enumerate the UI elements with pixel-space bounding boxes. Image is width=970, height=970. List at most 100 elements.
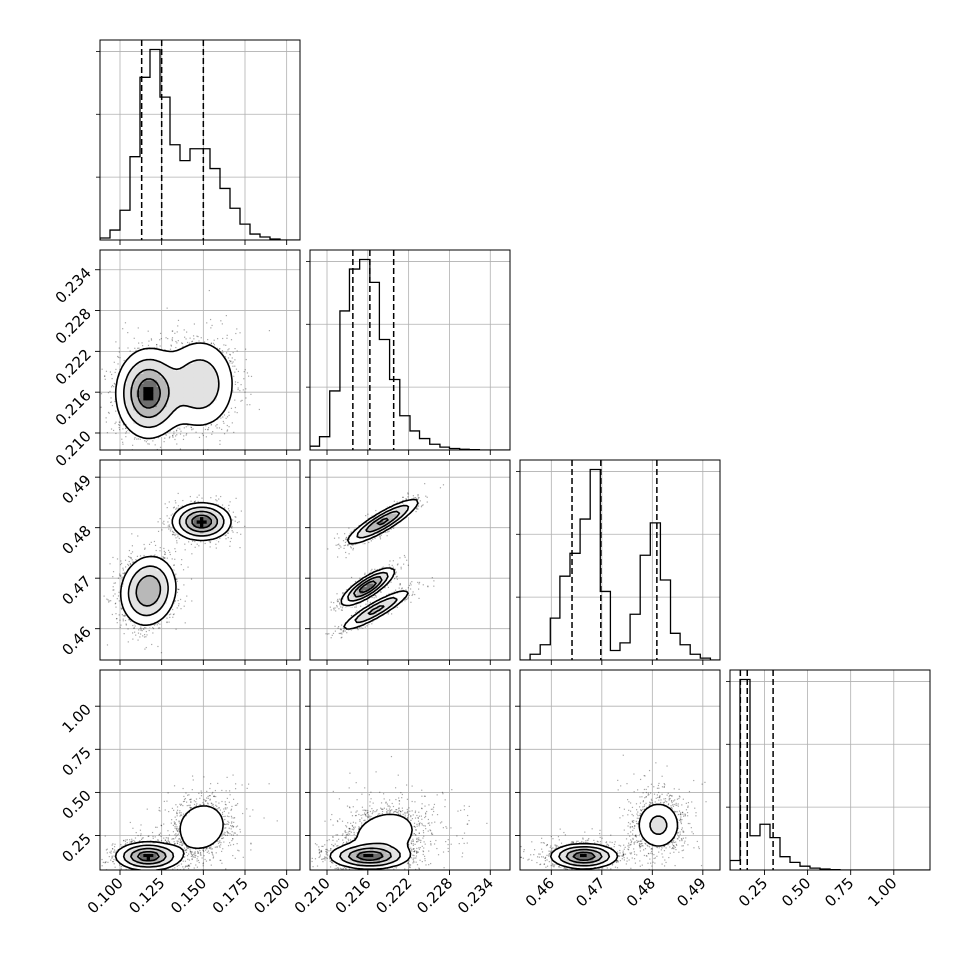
density-cell [160,426,164,431]
density-cell [153,410,158,414]
density-cell [143,360,148,364]
sample-point [115,368,117,371]
density-cell [150,380,154,384]
sample-point [168,525,171,527]
density-cell [220,390,224,394]
density-cell [216,406,221,411]
density-cell [160,416,164,421]
sample-point [115,432,117,435]
density-cell [153,366,158,371]
sample-point [124,614,126,617]
density-cell [173,376,178,381]
density-cell [150,350,154,354]
sample-point [173,564,175,566]
sample-point [228,348,230,350]
sample-point [169,530,172,532]
sample-point [193,323,195,325]
density-cell [180,366,184,371]
sample-point [113,386,115,388]
density-cell [176,393,181,398]
density-cell [143,423,148,428]
density-cell [120,413,124,418]
density-cell [200,350,204,354]
density-cell [180,350,184,354]
density-cell [220,360,224,364]
density-cell [203,370,208,374]
sample-point [147,443,149,445]
density-cell [220,393,224,398]
density-cell [193,410,198,414]
density-cell [163,373,168,378]
sample-point [181,342,184,345]
sample-point [105,417,107,419]
sample-point [135,349,137,352]
density-cell [150,420,154,424]
sample-point [120,607,122,609]
sample-point [241,399,243,402]
sample-point [181,456,182,457]
sample-point [172,533,174,536]
density-cell [140,416,144,421]
sample-point [232,390,234,392]
sample-point [150,338,153,340]
density-cell [140,360,144,364]
density-cell [150,370,154,374]
sample-point [173,533,175,536]
density-cell [143,386,148,391]
density-cell [116,376,121,381]
sample-point [202,434,204,437]
density-cell [193,393,198,398]
sample-point [222,337,224,340]
density-cell [196,350,201,354]
density-cell [210,413,214,418]
density-cell [196,373,201,378]
density-cell [173,386,178,391]
density-cell [163,413,168,418]
sample-point [230,407,233,409]
sample-point [237,388,239,391]
density-cell [136,406,141,411]
sample-point [222,416,224,418]
sample-point [168,621,170,623]
density-cell [166,353,171,358]
sample-point [113,361,115,363]
density-cell [206,400,211,404]
density-cell [200,343,204,348]
sample-point [164,553,166,555]
density-cell [143,400,148,404]
sample-point [177,340,179,342]
sample-point [201,433,204,435]
density-cell [140,396,144,401]
sample-point [132,624,134,627]
density-cell [170,370,174,374]
density-cell [193,400,198,404]
sample-point [111,404,114,407]
density-cell [180,370,184,374]
density-cell [140,426,144,431]
sample-point [227,357,230,359]
density-cell [186,393,191,398]
sample-point [119,368,121,371]
sample-point [159,518,161,520]
density-cell [163,350,168,354]
density-cell [170,406,174,411]
density-cell [173,360,178,364]
density-cell [123,363,128,368]
sample-point [224,356,227,358]
density-cell [170,420,174,424]
density-cell [203,380,208,384]
density-cell [146,386,151,391]
density-cell [220,380,224,384]
sample-point [268,330,271,332]
density-cell [183,420,188,424]
density-cell [226,383,231,388]
density-cell [120,370,124,374]
density-cell [210,346,214,351]
density-cell [213,410,218,414]
density-cell [183,400,188,404]
density-cell [216,356,221,361]
density-cell [203,356,208,361]
sample-point [220,417,222,419]
sample-point [111,384,114,387]
sample-point [154,554,156,556]
